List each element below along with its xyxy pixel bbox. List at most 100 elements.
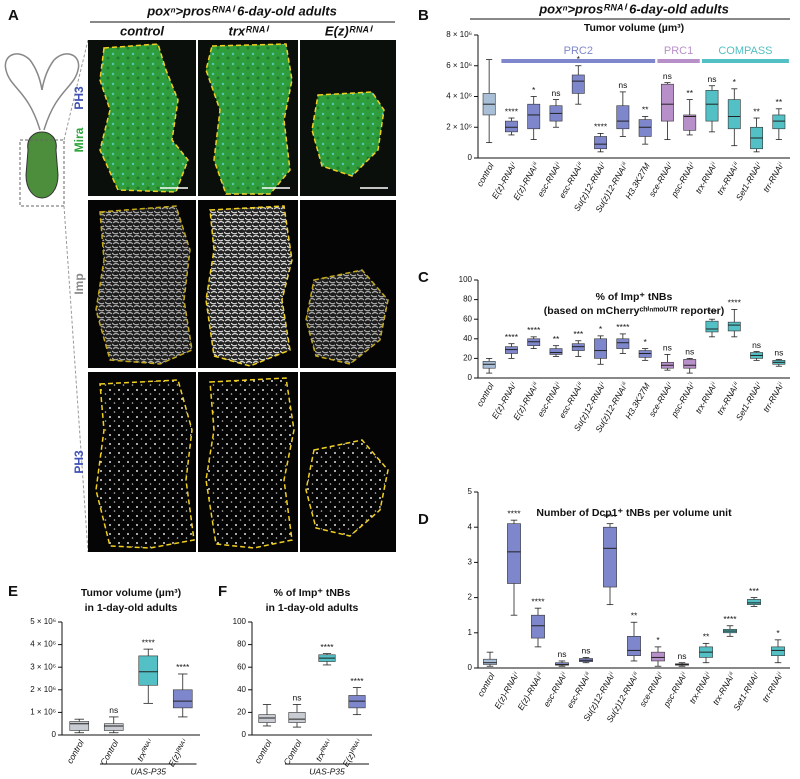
- chart-title: % of Imp⁺ tNBs: [274, 587, 351, 599]
- micrograph-grid: [88, 40, 396, 552]
- panel-letter: D: [418, 511, 429, 528]
- box: [258, 714, 276, 723]
- panel-letter: C: [418, 269, 429, 286]
- x-tick-label: trr-RNAiⁱ: [761, 380, 786, 414]
- y-tick-label: 40: [237, 685, 246, 694]
- y-tick-label: 100: [459, 275, 473, 284]
- significance-label: ns: [752, 340, 761, 350]
- chart-title: Tumor volume (µm³): [584, 22, 684, 34]
- box: [705, 320, 719, 333]
- box: [683, 359, 697, 369]
- x-tick-label: control: [475, 670, 497, 698]
- significance-label: ns: [109, 705, 118, 715]
- significance-label: ns: [678, 651, 687, 661]
- x-tick-label: trr-RNAiⁱ: [760, 670, 785, 704]
- y-tick-label: 8 × 10⁶: [446, 30, 472, 39]
- significance-label: **: [753, 106, 760, 116]
- panel-letter: F: [218, 583, 227, 600]
- box: [747, 599, 761, 605]
- significance-label: ****: [603, 512, 617, 522]
- x-tick-label: Control: [98, 737, 121, 767]
- y-tick-label: 0: [242, 730, 247, 739]
- y-tick-label: 0: [52, 730, 57, 739]
- chart-title: in 1-day-old adults: [85, 602, 178, 614]
- y-tick-label: 60: [237, 662, 246, 671]
- significance-label: ****: [505, 106, 519, 116]
- significance-label: *: [643, 337, 647, 347]
- box: [683, 114, 697, 131]
- significance-label: **: [686, 88, 693, 98]
- significance-label: ***: [707, 307, 718, 317]
- x-tick-label: control: [65, 737, 87, 765]
- x-tick-label: control: [474, 380, 496, 408]
- significance-label: ****: [616, 322, 630, 332]
- box: [772, 114, 786, 130]
- significance-label: ns: [618, 80, 627, 90]
- group-bar: [501, 59, 656, 63]
- box: [138, 655, 159, 686]
- box: [172, 689, 193, 709]
- y-tick-label: 1 × 10⁶: [30, 708, 56, 717]
- significance-label: ****: [350, 676, 364, 686]
- significance-label: ****: [176, 662, 190, 672]
- box: [660, 83, 674, 122]
- chart-title: in 1-day-old adults: [266, 602, 359, 614]
- box: [603, 526, 617, 588]
- y-tick-label: 5: [468, 487, 473, 496]
- significance-label: *: [733, 77, 737, 87]
- box: [531, 614, 545, 639]
- box: [705, 90, 719, 122]
- box: [288, 712, 306, 723]
- significance-label: *: [532, 85, 536, 95]
- significance-label: ****: [142, 637, 156, 647]
- x-tick-label: trxᴿᴺᴬⁱ: [135, 737, 156, 763]
- x-tick-label: trx-RNAiⁱ: [687, 670, 713, 705]
- significance-label: **: [776, 97, 783, 107]
- group-label: PRC1: [664, 45, 693, 57]
- row-label: PH3: [72, 86, 86, 110]
- box: [771, 646, 785, 656]
- significance-label: **: [553, 334, 560, 344]
- y-tick-label: 20: [463, 354, 472, 363]
- panel-letter: A: [8, 7, 19, 24]
- y-tick-label: 20: [237, 708, 246, 717]
- y-tick-label: 2: [468, 593, 473, 602]
- chart-title: Tumor volume (µm³): [81, 587, 181, 599]
- group-bar: [701, 59, 789, 63]
- significance-label: ns: [685, 347, 694, 357]
- y-tick-label: 2 × 10⁶: [30, 685, 56, 694]
- column-label: E(z)ᴿᴺᴬⁱ: [325, 23, 374, 38]
- chart-title: Number of Dcp1⁺ tNBs per volume unit: [536, 507, 732, 519]
- y-tick-label: 3: [468, 558, 473, 567]
- significance-label: ns: [293, 693, 302, 703]
- chart-title: (based on mCherryᶜʰⁱⁿᵐᵒᵁᵀᴿ reporter): [544, 304, 724, 317]
- y-tick-label: 100: [233, 617, 247, 626]
- box: [527, 103, 541, 130]
- box: [616, 105, 630, 130]
- significance-label: ****: [531, 596, 545, 606]
- significance-label: **: [703, 632, 710, 642]
- box: [483, 658, 497, 665]
- group-bar: [657, 59, 700, 63]
- column-label: trxᴿᴺᴬⁱ: [229, 23, 271, 38]
- x-tick-label: psc-RNAiⁱ: [661, 670, 690, 710]
- significance-label: ns: [558, 649, 567, 659]
- significance-label: ns: [663, 343, 672, 353]
- significance-label: ns: [582, 646, 591, 656]
- y-tick-label: 6 × 10⁶: [446, 61, 472, 70]
- y-tick-label: 5 × 10⁶: [30, 617, 56, 626]
- row-label: Imp: [72, 273, 86, 294]
- box: [727, 99, 741, 130]
- x-tick-label: control: [252, 737, 274, 765]
- box: [103, 723, 124, 731]
- y-tick-label: 0: [468, 153, 473, 162]
- box: [69, 721, 90, 731]
- panel-letter: B: [418, 7, 429, 24]
- y-tick-label: 60: [463, 314, 472, 323]
- box: [727, 321, 741, 332]
- y-tick-label: 0: [468, 373, 473, 382]
- box: [627, 636, 641, 656]
- y-tick-label: 40: [463, 334, 472, 343]
- y-tick-label: 1: [468, 628, 473, 637]
